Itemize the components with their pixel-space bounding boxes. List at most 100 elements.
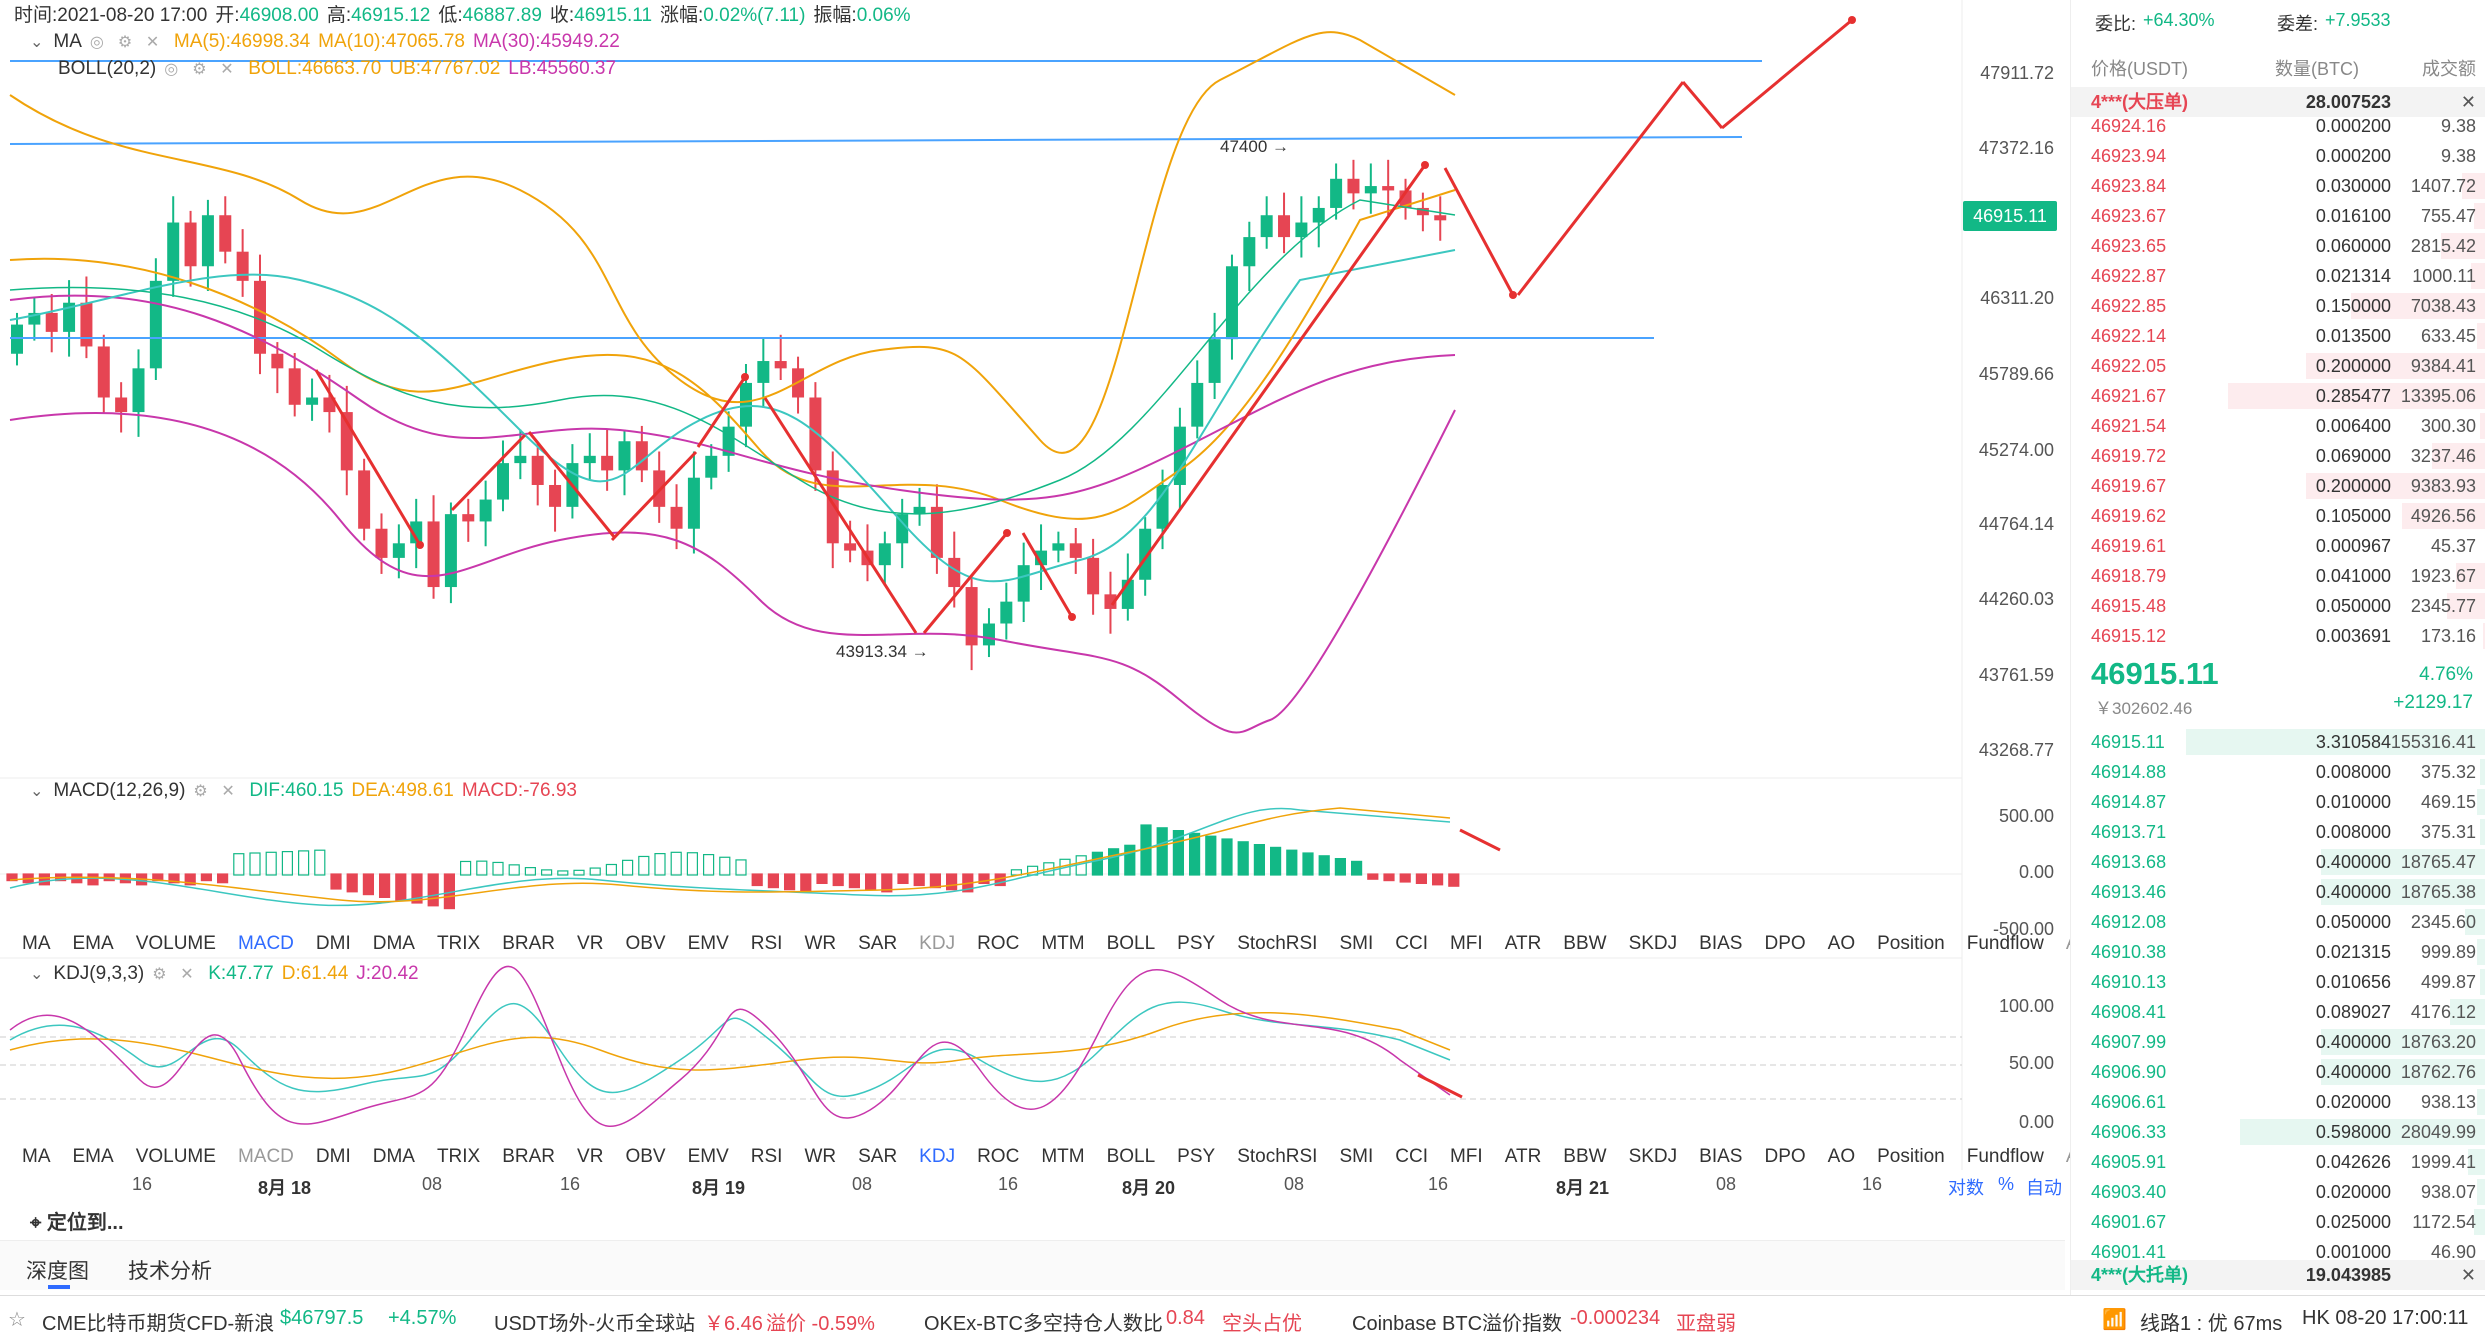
tab-fundflow[interactable]: Fundflow [1966,933,2044,954]
bid-row[interactable]: 46906.61 0.020000 938.13 [2071,1087,2485,1117]
tab-fundflow[interactable]: Fundflow [1966,1146,2044,1167]
bid-row[interactable]: 46901.41 0.001000 46.90 [2071,1237,2485,1267]
tab-vr[interactable]: VR [577,1146,604,1167]
tab-emv[interactable]: EMV [687,933,729,954]
tab-sar[interactable]: SAR [858,933,898,954]
tab-position[interactable]: Position [1877,933,1945,954]
tab-ma[interactable]: MA [22,1146,51,1167]
ask-row[interactable]: 46921.67 0.285477 13395.06 [2071,381,2485,411]
tab-technical-analysis[interactable]: 技术分析 [128,1260,212,1283]
tab-ao[interactable]: AO [1827,933,1856,954]
tab-kdj[interactable]: KDJ [919,1146,956,1167]
tab-macd[interactable]: MACD [237,1146,294,1167]
ask-row[interactable]: 46922.87 0.021314 1000.11 [2071,261,2485,291]
tab-dmi[interactable]: DMI [315,933,351,954]
bid-row[interactable]: 46906.90 0.400000 18762.76 [2071,1057,2485,1087]
star-icon[interactable]: ☆ [8,1309,26,1331]
tab-stochrsi[interactable]: StochRSI [1237,933,1318,954]
ask-row[interactable]: 46923.84 0.030000 1407.72 [2071,171,2485,201]
tab-emv[interactable]: EMV [687,1146,729,1167]
tab-boll[interactable]: BOLL [1106,1146,1156,1167]
close-icon[interactable]: ✕ [2460,92,2476,112]
ask-row[interactable]: 46921.54 0.006400 300.30 [2071,411,2485,441]
bid-row[interactable]: 46907.99 0.400000 18763.20 [2071,1027,2485,1057]
tab-dpo[interactable]: DPO [1764,933,1806,954]
ask-row[interactable]: 46923.67 0.016100 755.47 [2071,201,2485,231]
collapse-ma-icon[interactable]: ⌄ [30,34,44,51]
ask-row[interactable]: 46922.85 0.150000 7038.43 [2071,291,2485,321]
tab-volume[interactable]: VOLUME [135,1146,216,1167]
locate-button[interactable]: ⌖ 定位到... [30,1206,124,1235]
tab-skdj[interactable]: SKDJ [1628,933,1678,954]
okex-label[interactable]: OKEx-BTC多空持仓人数比 [924,1313,1163,1335]
close-icon[interactable]: ✕ [2460,1265,2476,1285]
line-status[interactable]: 线路1 : 优 67ms [2140,1313,2283,1335]
tab-trix[interactable]: TRIX [436,933,481,954]
tab-obv[interactable]: OBV [625,1146,666,1167]
eye-icon[interactable]: ◎ [164,61,179,78]
tab-bias[interactable]: BIAS [1699,1146,1743,1167]
bid-row[interactable]: 46913.68 0.400000 18765.47 [2071,847,2485,877]
tab-cci[interactable]: CCI [1395,933,1428,954]
tab-position[interactable]: Position [1877,1146,1945,1167]
close-icon[interactable]: ✕ [180,966,194,983]
tab-brar[interactable]: BRAR [502,933,556,954]
cme-label[interactable]: CME比特币期货CFD-新浪 [42,1313,275,1335]
ask-row[interactable]: 46918.79 0.041000 1923.67 [2071,561,2485,591]
tab-dpo[interactable]: DPO [1764,1146,1806,1167]
tab-stochrsi[interactable]: StochRSI [1237,1146,1318,1167]
tab-mtm[interactable]: MTM [1041,1146,1085,1167]
tab-sar[interactable]: SAR [858,1146,898,1167]
ask-row[interactable]: 46923.94 0.000200 9.38 [2071,141,2485,171]
bid-row[interactable]: 46908.41 0.089027 4176.12 [2071,997,2485,1027]
tab-ema[interactable]: EMA [72,933,114,954]
percent-scale-toggle[interactable]: % [1998,1174,2015,1194]
tab-mfi[interactable]: MFI [1449,1146,1483,1167]
tab-vr[interactable]: VR [577,933,604,954]
bid-row[interactable]: 46914.87 0.010000 469.15 [2071,787,2485,817]
ask-row[interactable]: 46922.05 0.200000 9384.41 [2071,351,2485,381]
ask-row[interactable]: 46923.65 0.060000 2815.42 [2071,231,2485,261]
tab-atr[interactable]: ATR [1504,1146,1542,1167]
bid-row[interactable]: 46913.46 0.400000 18765.38 [2071,877,2485,907]
tab-wr[interactable]: WR [804,1146,837,1167]
tab-cci[interactable]: CCI [1395,1146,1428,1167]
collapse-kdj-icon[interactable]: ⌄ [30,966,44,983]
bid-row[interactable]: 46910.13 0.010656 499.87 [2071,967,2485,997]
bid-row[interactable]: 46915.11 3.310584 155316.41 [2071,727,2485,757]
close-icon[interactable]: ✕ [145,34,160,51]
gear-icon[interactable]: ⚙ [152,966,167,983]
auto-scale-toggle[interactable]: 自动 [2026,1178,2062,1198]
tab-skdj[interactable]: SKDJ [1628,1146,1678,1167]
usdt-label[interactable]: USDT场外-火币全球站 [494,1313,696,1335]
chart-canvas[interactable]: 47400 → 43913.34 → [0,0,2065,1170]
bid-row[interactable]: 46912.08 0.050000 2345.60 [2071,907,2485,937]
ask-row[interactable]: 46922.14 0.013500 633.45 [2071,321,2485,351]
bid-row[interactable]: 46901.67 0.025000 1172.54 [2071,1207,2485,1237]
tab-ma[interactable]: MA [22,933,51,954]
tab-smi[interactable]: SMI [1339,1146,1374,1167]
bid-row[interactable]: 46910.38 0.021315 999.89 [2071,937,2485,967]
tab-smi[interactable]: SMI [1339,933,1374,954]
tab-bbw[interactable]: BBW [1563,933,1607,954]
ask-row[interactable]: 46919.62 0.105000 4926.56 [2071,501,2485,531]
bid-row[interactable]: 46906.33 0.598000 28049.99 [2071,1117,2485,1147]
tab-volume[interactable]: VOLUME [135,933,216,954]
tab-kdj[interactable]: KDJ [919,933,956,954]
gear-icon[interactable]: ⚙ [117,34,133,51]
bid-row[interactable]: 46914.88 0.008000 375.32 [2071,757,2485,787]
tab-wr[interactable]: WR [804,933,837,954]
big-ask-row[interactable]: 4***(大压单) 28.007523 ✕ [2071,87,2485,117]
big-bid-row[interactable]: 4***(大托单) 19.043985 ✕ [2071,1260,2485,1290]
gear-icon[interactable]: ⚙ [193,783,208,800]
eye-icon[interactable]: ◎ [89,34,104,51]
tab-obv[interactable]: OBV [625,933,666,954]
tab-psy[interactable]: PSY [1177,1146,1216,1167]
tab-macd[interactable]: MACD [237,933,294,954]
tab-dma[interactable]: DMA [372,1146,415,1167]
ask-row[interactable]: 46915.48 0.050000 2345.77 [2071,591,2485,621]
bid-row[interactable]: 46903.40 0.020000 938.07 [2071,1177,2485,1207]
ask-row[interactable]: 46919.61 0.000967 45.37 [2071,531,2485,561]
tab-roc[interactable]: ROC [977,933,1020,954]
close-icon[interactable]: ✕ [220,61,234,78]
